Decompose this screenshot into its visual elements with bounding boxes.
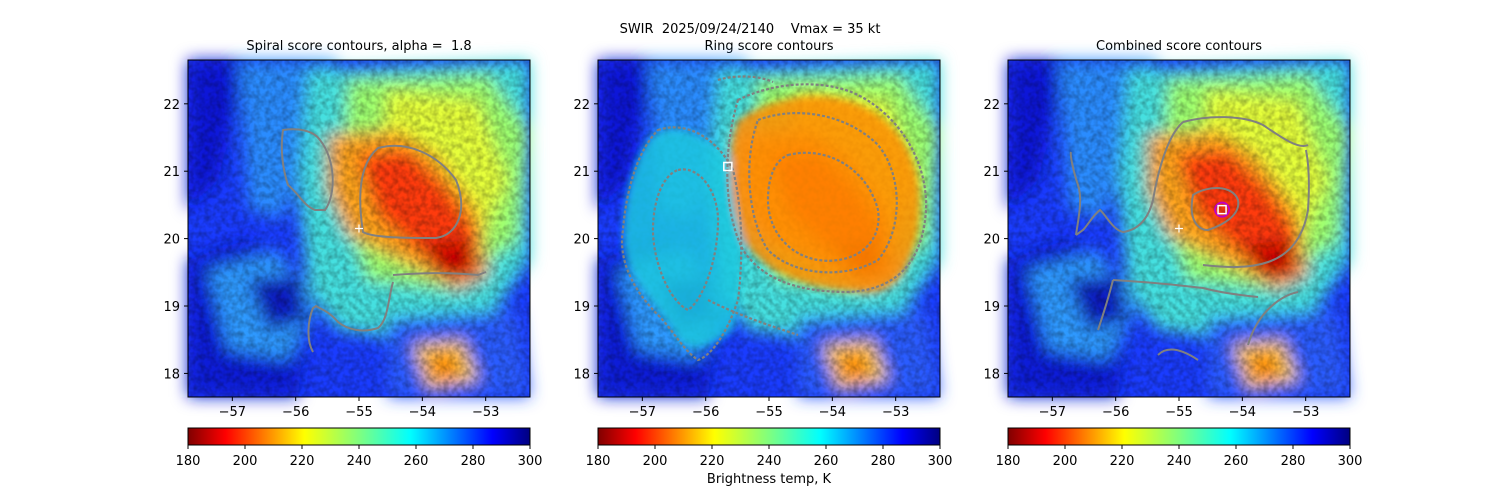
y-tick-label: 22 xyxy=(573,98,590,113)
y-tick-label: 19 xyxy=(983,300,1000,315)
y-tick-label: 18 xyxy=(573,367,590,382)
y-tick-label: 21 xyxy=(573,165,590,180)
y-tick-label: 19 xyxy=(163,300,180,315)
x-tick-label: −56 xyxy=(692,405,719,420)
colorbar-label: Brightness temp, K xyxy=(706,472,832,487)
panel-title-spiral: Spiral score contours, alpha = 1.8 xyxy=(246,39,472,54)
panel-title-ring: Ring score contours xyxy=(704,39,834,54)
y-tick-label: 18 xyxy=(983,367,1000,382)
ring-contours xyxy=(620,75,928,362)
x-tick-label: −56 xyxy=(282,405,309,420)
colorbar-tick-label: 300 xyxy=(518,454,543,469)
y-tick-label: 20 xyxy=(983,233,1000,248)
colorbar-tick-label: 240 xyxy=(757,454,782,469)
y-tick-label: 19 xyxy=(573,300,590,315)
center-ring-marker xyxy=(1214,201,1231,218)
figure-suptitle: SWIR 2025/09/24/2140 Vmax = 35 kt xyxy=(619,22,881,37)
colorbar xyxy=(187,427,531,446)
x-tick-label: −57 xyxy=(219,405,246,420)
colorbar xyxy=(597,427,941,446)
center-square-marker xyxy=(723,161,733,172)
colorbar-tick-label: 300 xyxy=(928,454,953,469)
colorbar-tick-label: 180 xyxy=(996,454,1021,469)
colorbar-tick-label: 200 xyxy=(1053,454,1078,469)
colorbar-tick-label: 220 xyxy=(1110,454,1135,469)
colorbar-tick-label: 260 xyxy=(814,454,839,469)
colorbar-tick-label: 220 xyxy=(700,454,725,469)
center-plus-marker xyxy=(355,224,363,233)
colorbar-tick-label: 200 xyxy=(233,454,258,469)
x-tick-label: −55 xyxy=(345,405,372,420)
y-tick-label: 21 xyxy=(983,165,1000,180)
x-tick-label: −57 xyxy=(629,405,656,420)
colorbar-tick-label: 240 xyxy=(347,454,372,469)
panel-combined xyxy=(1007,59,1351,398)
panel-title-combined: Combined score contours xyxy=(1096,39,1262,54)
colorbar-tick-label: 180 xyxy=(586,454,611,469)
x-tick-label: −57 xyxy=(1039,405,1066,420)
colorbar-tick-label: 280 xyxy=(461,454,486,469)
x-tick-label: −56 xyxy=(1102,405,1129,420)
y-tick-label: 20 xyxy=(163,233,180,248)
y-tick-label: 22 xyxy=(163,98,180,113)
colorbar-tick-label: 260 xyxy=(1224,454,1249,469)
x-tick-label: −55 xyxy=(1165,405,1192,420)
x-tick-label: −53 xyxy=(472,405,499,420)
x-tick-label: −54 xyxy=(409,405,436,420)
panel-ring xyxy=(597,59,941,398)
combined-contours xyxy=(1069,116,1310,361)
x-tick-label: −54 xyxy=(819,405,846,420)
y-tick-label: 22 xyxy=(983,98,1000,113)
colorbar-tick-label: 300 xyxy=(1338,454,1363,469)
colorbar-tick-label: 280 xyxy=(1281,454,1306,469)
y-tick-label: 21 xyxy=(163,165,180,180)
colorbar-tick-label: 280 xyxy=(871,454,896,469)
colorbar xyxy=(1007,427,1351,446)
panel-spiral xyxy=(187,59,531,398)
y-tick-label: 18 xyxy=(163,367,180,382)
x-tick-label: −53 xyxy=(1292,405,1319,420)
colorbar-tick-label: 240 xyxy=(1167,454,1192,469)
x-tick-label: −53 xyxy=(882,405,909,420)
ring-contour-fills xyxy=(623,96,921,347)
colorbar-tick-label: 220 xyxy=(290,454,315,469)
x-tick-label: −55 xyxy=(755,405,782,420)
colorbar-tick-label: 260 xyxy=(404,454,429,469)
spiral-contours xyxy=(280,128,487,353)
center-square-marker xyxy=(1217,204,1227,215)
colorbar-tick-label: 200 xyxy=(643,454,668,469)
y-tick-label: 20 xyxy=(573,233,590,248)
x-tick-label: −54 xyxy=(1229,405,1256,420)
center-plus-marker xyxy=(1175,224,1183,233)
colorbar-tick-label: 180 xyxy=(176,454,201,469)
